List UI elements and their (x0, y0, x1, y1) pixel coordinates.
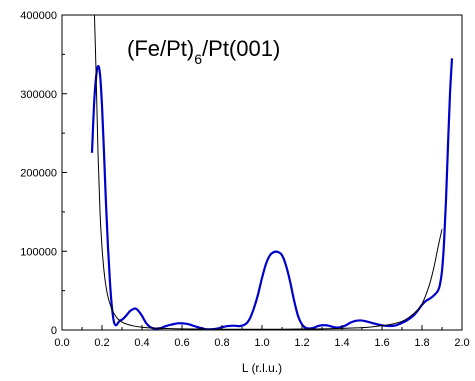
y-tick-label: 300000 (20, 89, 57, 101)
axes (61, 14, 463, 331)
x-tick-label: 0.8 (214, 337, 229, 349)
series-line-2 (93, 15, 443, 330)
y-tick-label: 200000 (20, 168, 57, 180)
series-line-1 (90, 58, 454, 330)
ticks-layer: 0.0 0.2 0.4 0.6 0.8 1.0 1.2 1.4 1.6 1.8 2.0 0 100000… (20, 10, 469, 349)
x-tick-label: 1.8 (414, 337, 429, 349)
y-tick-label: 0 (51, 325, 57, 337)
x-tick-label: 0.0 (54, 337, 69, 349)
chart-title-part: /Pt(001) (202, 36, 280, 61)
y-tick-label: 400000 (20, 10, 57, 22)
x-tick-label: 1.0 (254, 337, 269, 349)
series-layer (90, 15, 454, 330)
x-tick-label: 1.2 (294, 337, 309, 349)
chart-title-part: (Fe/Pt) (127, 36, 194, 61)
y-tick-label: 100000 (20, 246, 57, 258)
x-axis-label: L (r.l.u.) (242, 361, 282, 375)
chart-title: (Fe/Pt)6/Pt(001) (127, 36, 280, 67)
plot-frame (61, 14, 463, 331)
chart-title-subscript: 6 (194, 51, 202, 67)
x-tick-label: 0.6 (174, 337, 189, 349)
x-tick-label: 0.4 (134, 337, 149, 349)
x-tick-label: 2.0 (454, 337, 469, 349)
x-tick-label: 1.6 (374, 337, 389, 349)
x-tick-label: 0.2 (94, 337, 109, 349)
x-tick-label: 1.4 (334, 337, 349, 349)
